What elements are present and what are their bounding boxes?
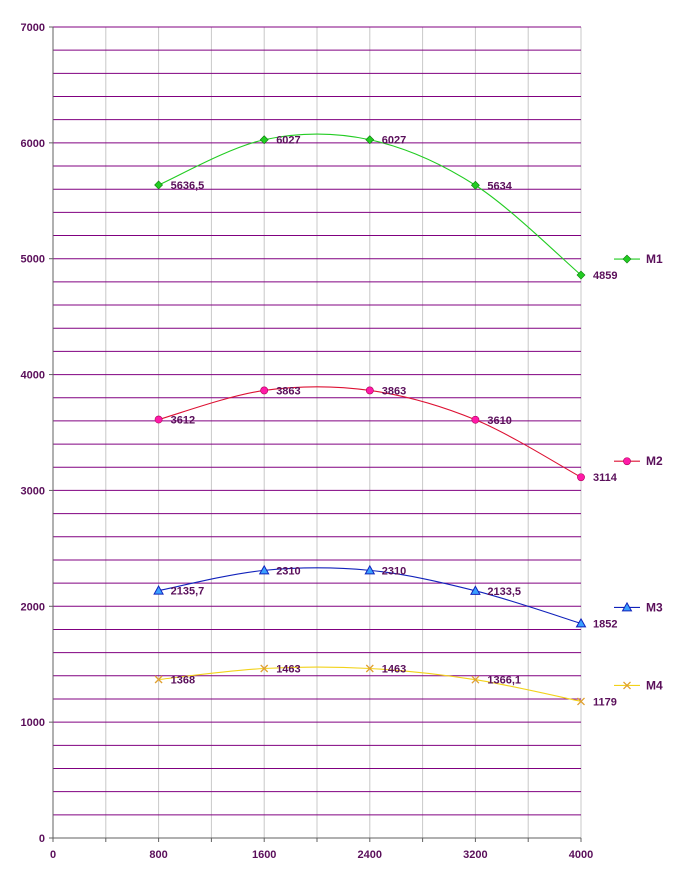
data-label-m1: 6027 [382, 135, 406, 147]
data-label-m3: 2310 [382, 565, 406, 577]
legend-marker-m1 [622, 254, 632, 264]
data-point-m1 [259, 135, 269, 145]
data-label-m1: 5634 [487, 180, 512, 192]
data-point-m2 [260, 386, 269, 395]
data-label-m3: 1852 [593, 618, 617, 630]
legend-marker-m4 [623, 681, 631, 690]
data-label-m1: 6027 [276, 135, 300, 147]
x-tick-label: 3200 [463, 849, 487, 861]
data-label-m2: 3863 [276, 385, 300, 397]
data-point-m2 [365, 386, 374, 395]
data-point-m4-stroke [154, 675, 163, 684]
x-tick-label: 4000 [569, 849, 593, 861]
data-label-m3: 2135,7 [171, 586, 205, 598]
data-label-m3: 2133,5 [487, 586, 521, 598]
data-label-m3: 2310 [276, 565, 300, 577]
data-labels: 5636,5 6027 6027 5634 4859 3612 3863 3863 3610 31… [171, 135, 618, 709]
data-label-m4: 1179 [593, 696, 617, 708]
data-point-m2 [471, 415, 480, 424]
x-tick-label: 2400 [358, 849, 382, 861]
data-label-m4: 1366,1 [487, 675, 521, 687]
axes [49, 26, 582, 842]
data-label-m2: 3114 [593, 472, 618, 484]
legend-label-m1: M1 [646, 252, 663, 266]
series-markers [153, 135, 587, 706]
data-point-m2 [154, 415, 163, 424]
data-label-m2: 3610 [487, 415, 511, 427]
data-point-m4-stroke [260, 664, 269, 673]
data-point-m4 [260, 664, 269, 673]
x-tick-labels: 0 800 1600 2400 3200 4000 [50, 849, 593, 861]
y-tick-label: 6000 [21, 138, 45, 150]
data-point-m4 [577, 697, 585, 706]
data-point-m3 [153, 585, 164, 595]
data-label-m4: 1463 [382, 664, 406, 676]
legend-marker-m4-stroke [623, 681, 631, 690]
data-point-m3 [470, 585, 481, 595]
x-tick-label: 1600 [252, 849, 276, 861]
y-tick-label: 5000 [21, 254, 45, 266]
data-point-m3 [575, 617, 587, 628]
y-tick-label: 7000 [21, 22, 45, 34]
horizontal-gridlines [53, 26, 581, 816]
legend-label-m4: M4 [646, 678, 663, 692]
legend: M1 M2 M3 M4 [614, 252, 663, 692]
y-tick-label: 0 [39, 833, 45, 845]
data-point-m3 [364, 564, 376, 575]
data-point-m4 [365, 664, 374, 673]
data-point-m4 [471, 675, 480, 684]
x-tick-label: 0 [50, 849, 56, 861]
y-tick-label: 3000 [21, 485, 45, 497]
data-label-m2: 3863 [382, 385, 406, 397]
y-tick-label: 1000 [21, 717, 45, 729]
y-tick-label: 4000 [21, 370, 45, 382]
data-label-m1: 4859 [593, 270, 617, 282]
legend-marker-m2 [623, 457, 631, 466]
data-point-m4-stroke [365, 664, 374, 673]
vertical-gridlines [105, 27, 582, 838]
data-point-m2 [577, 473, 585, 482]
y-tick-label: 2000 [21, 601, 45, 613]
data-point-m3 [258, 564, 270, 575]
x-tick-label: 800 [149, 849, 167, 861]
data-point-m4-stroke [577, 697, 585, 706]
data-label-m2: 3612 [171, 415, 195, 427]
legend-label-m2: M2 [646, 454, 663, 468]
data-label-m4: 1368 [171, 675, 195, 687]
data-label-m4: 1463 [276, 664, 300, 676]
data-point-m1 [365, 135, 375, 145]
data-label-m1: 5636,5 [171, 180, 205, 192]
data-point-m1 [576, 270, 586, 280]
legend-marker-m3 [621, 601, 633, 612]
data-point-m4-stroke [471, 675, 480, 684]
data-point-m1 [154, 180, 164, 190]
y-tick-labels: 0 1000 2000 3000 4000 5000 6000 7000 [21, 22, 45, 845]
data-point-m1 [470, 180, 480, 190]
data-point-m4 [154, 675, 163, 684]
legend-label-m3: M3 [646, 600, 663, 614]
